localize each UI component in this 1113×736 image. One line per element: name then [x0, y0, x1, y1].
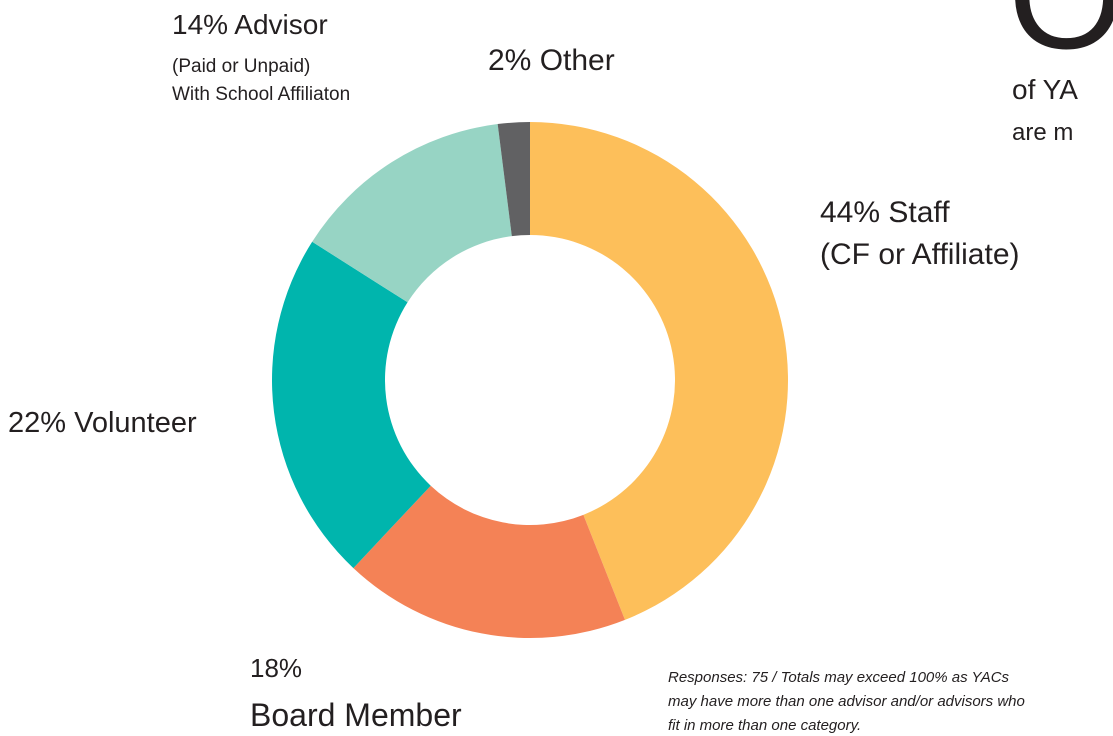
- category-label: Board Member: [250, 697, 462, 733]
- value-label: 2%: [488, 44, 531, 77]
- slice: [353, 485, 625, 638]
- category-label: Staff: [888, 196, 950, 229]
- slice: [312, 124, 512, 303]
- category-note: (CF or Affiliate): [820, 238, 1020, 271]
- value-label: 18%: [250, 653, 302, 683]
- slice-label: 14% Advisor: [172, 9, 328, 40]
- footnote: may have more than one advisor and/or ad…: [668, 693, 1025, 710]
- category-label: Advisor: [234, 9, 327, 40]
- category-label: Volunteer: [74, 407, 197, 439]
- value-label: 44%: [820, 196, 880, 229]
- footnote: Responses: 75 / Totals may exceed 100% a…: [668, 669, 1010, 686]
- slice-label: 2% Other: [488, 44, 615, 77]
- footnote: fit in more than one category.: [668, 717, 861, 734]
- slice-label: 22% Volunteer: [8, 407, 197, 439]
- category-note: With School Affiliaton: [172, 84, 350, 105]
- value-label: 14%: [172, 9, 228, 40]
- slice: [530, 122, 788, 620]
- category-note: (Paid or Unpaid): [172, 56, 310, 77]
- headline-line: are m: [1012, 119, 1073, 146]
- slice-label: 44% Staff: [820, 196, 950, 229]
- slice: [272, 241, 431, 569]
- slice: [497, 122, 530, 237]
- headline-line: of YA: [1012, 74, 1078, 105]
- category-label: Other: [540, 44, 615, 77]
- headline-number: O: [1008, 0, 1113, 80]
- value-label: 22%: [8, 407, 66, 439]
